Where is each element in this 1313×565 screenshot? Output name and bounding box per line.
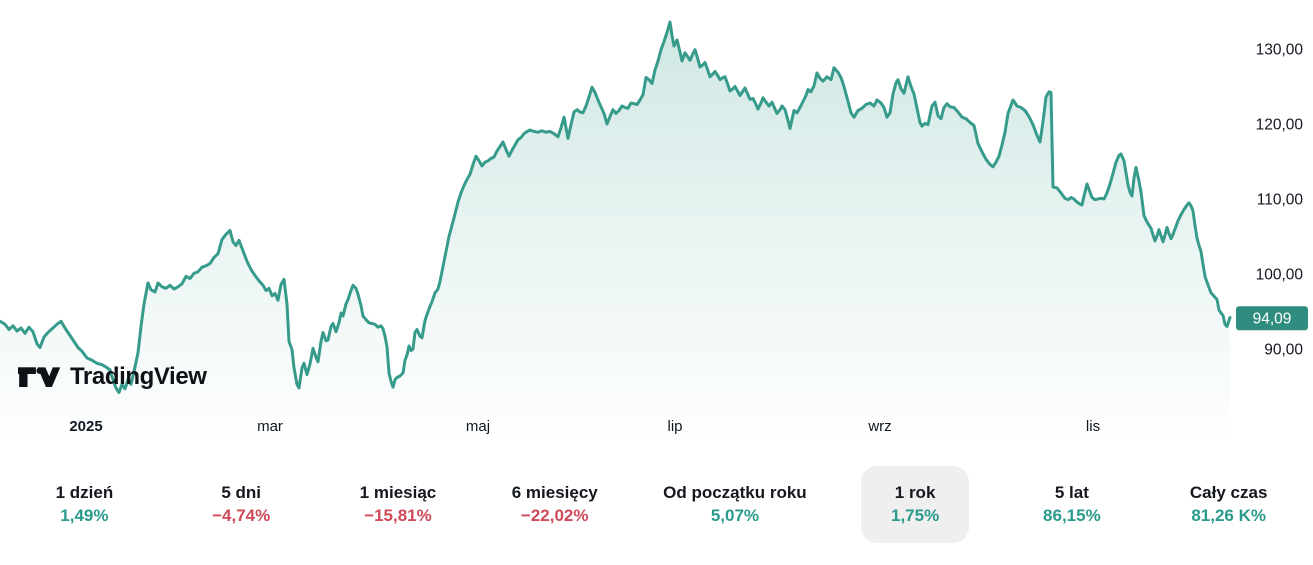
range-button-1-miesiac[interactable]: 1 miesiąc −15,81% — [320, 466, 477, 543]
range-change-value: −15,81% — [364, 506, 432, 525]
y-axis-label: 120,00 — [1256, 116, 1304, 133]
y-axis: 130,00 120,00 110,00 100,00 90,00 — [1256, 41, 1304, 358]
x-axis-label: mar — [257, 418, 283, 435]
y-axis-label: 100,00 — [1256, 266, 1304, 283]
y-axis-label: 90,00 — [1264, 341, 1303, 358]
x-axis-label: maj — [466, 418, 490, 435]
chart-price-line — [0, 20, 1232, 394]
price-chart-svg[interactable]: 130,00 120,00 110,00 100,00 90,00 2025 mar maj… — [0, 0, 1313, 450]
range-change-value: 81,26 K% — [1191, 506, 1266, 525]
range-button-1-dzien[interactable]: 1 dzień 1,49% — [6, 466, 163, 543]
range-label: 1 dzień — [55, 483, 114, 502]
range-label: 5 lat — [1054, 483, 1089, 502]
range-selector: 1 dzień 1,49% 5 dni −4,74% 1 miesiąc −15… — [0, 466, 1313, 543]
range-button-6-miesiecy[interactable]: 6 miesięcy −22,02% — [476, 466, 633, 543]
range-change-value: −22,02% — [520, 506, 589, 525]
range-label: 1 rok — [894, 483, 936, 502]
range-change-value: 1,75% — [890, 506, 940, 525]
chart-area-fill — [0, 22, 1230, 447]
x-axis: 2025 mar maj lip wrz lis — [69, 418, 1100, 435]
range-change-value: 5,07% — [710, 506, 760, 525]
range-change-value: 1,49% — [60, 506, 109, 525]
x-axis-label: lis — [1086, 418, 1100, 435]
y-axis-label: 110,00 — [1257, 191, 1304, 208]
x-axis-label: lip — [667, 418, 682, 435]
x-axis-label: 2025 — [69, 418, 102, 435]
last-price-badge-rect — [1236, 306, 1308, 331]
last-price-badge-label: 94,09 — [1253, 311, 1292, 328]
tradingview-logo[interactable]: TradingView — [18, 361, 207, 393]
range-button-5-lat[interactable]: 5 lat 86,15% — [993, 466, 1150, 543]
range-label: 5 dni — [221, 483, 261, 502]
tradingview-logo-icon — [18, 366, 61, 387]
range-button-caly-czas[interactable]: Cały czas 81,26 K% — [1150, 466, 1307, 543]
price-chart[interactable]: 130,00 120,00 110,00 100,00 90,00 2025 mar maj… — [0, 0, 1313, 450]
range-button-od-poczatku-roku[interactable]: Od początku roku 5,07% — [633, 466, 837, 543]
range-button-1-rok[interactable]: 1 rok 1,75% — [837, 466, 994, 543]
range-label: 6 miesięcy — [511, 483, 598, 502]
last-price-badge: 94,09 — [1236, 306, 1308, 331]
range-change-value: −4,74% — [212, 506, 271, 525]
range-button-5-dni[interactable]: 5 dni −4,74% — [163, 466, 320, 543]
range-label: Cały czas — [1189, 483, 1268, 502]
y-axis-label: 130,00 — [1256, 41, 1304, 58]
range-label: 1 miesiąc — [359, 483, 437, 502]
range-change-value: 86,15% — [1043, 506, 1101, 525]
x-axis-label: wrz — [867, 418, 891, 435]
tradingview-logo-text: TradingView — [70, 363, 207, 390]
range-label: Od początku roku — [663, 483, 807, 502]
